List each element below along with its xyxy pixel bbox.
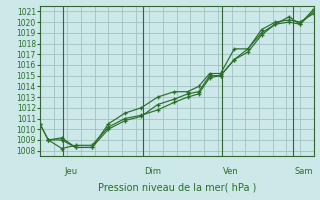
Text: Dim: Dim bbox=[144, 166, 161, 176]
Text: Sam: Sam bbox=[294, 166, 313, 176]
Text: Jeu: Jeu bbox=[65, 166, 78, 176]
Text: Pression niveau de la mer( hPa ): Pression niveau de la mer( hPa ) bbox=[98, 183, 256, 193]
Text: Ven: Ven bbox=[223, 166, 239, 176]
